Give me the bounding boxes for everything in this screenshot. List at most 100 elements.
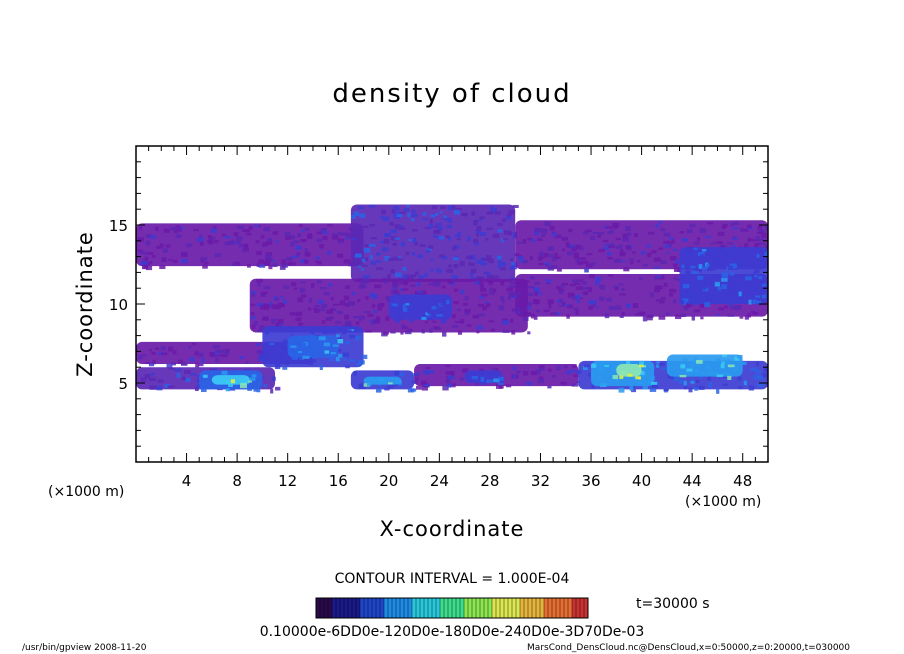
cloud-region <box>464 370 504 386</box>
cloud-region <box>363 376 402 387</box>
colorbar-swatch <box>384 598 388 618</box>
colorbar-swatch <box>448 598 452 618</box>
colorbar-swatch <box>324 598 328 618</box>
colorbar-swatch <box>328 598 332 618</box>
colorbar-swatch <box>380 598 384 618</box>
colorbar-swatch <box>412 598 416 618</box>
x-tick-label: 24 <box>430 472 449 490</box>
colorbar-swatch <box>560 598 564 618</box>
colorbar-swatch <box>480 598 484 618</box>
colorbar-swatch <box>464 598 468 618</box>
x-tick-label: 16 <box>329 472 348 490</box>
colorbar-swatch <box>392 598 396 618</box>
colorbar-swatch <box>356 598 360 618</box>
colorbar-swatch <box>564 598 568 618</box>
colorbar-frame <box>315 597 589 619</box>
x-axis-ticks: 4 8 12 16 20 24 28 32 36 40 44 48 <box>148 146 756 490</box>
colorbar-swatch <box>428 598 432 618</box>
colorbar-swatch <box>364 598 368 618</box>
colorbar-swatch <box>416 598 420 618</box>
x-tick-label: 32 <box>531 472 550 490</box>
colorbar-swatch <box>492 598 496 618</box>
colorbar-swatch <box>580 598 584 618</box>
x-axis-label: X-coordinate <box>380 517 525 541</box>
colorbar-swatch <box>508 598 512 618</box>
colorbar-swatch <box>404 598 408 618</box>
colorbar-swatch <box>496 598 500 618</box>
x-unit-left: (×1000 m) <box>48 484 124 500</box>
colorbar-swatch <box>408 598 412 618</box>
colorbar-swatch <box>336 598 340 618</box>
colorbar-swatch <box>524 598 528 618</box>
colorbar-swatch <box>472 598 476 618</box>
y-tick-label: 15 <box>109 217 128 235</box>
colorbar-swatch <box>500 598 504 618</box>
cloud-region <box>679 247 768 308</box>
colorbar-swatch <box>532 598 536 618</box>
colorbar-swatch <box>540 598 544 618</box>
cloud-region <box>666 354 747 380</box>
colorbar-swatch <box>360 598 364 618</box>
y-axis-label: Z-coordinate <box>73 231 97 377</box>
colorbar-swatch <box>504 598 508 618</box>
colorbar-swatch <box>316 598 320 618</box>
x-tick-label: 20 <box>379 472 398 490</box>
cloud-region <box>350 204 520 287</box>
colorbar-swatch <box>352 598 356 618</box>
colorbar-swatch <box>320 598 324 618</box>
cloud-region <box>388 294 453 324</box>
colorbar-swatch <box>576 598 580 618</box>
colorbar-swatch <box>372 598 376 618</box>
colorbar-swatch <box>516 598 520 618</box>
colorbar-swatch <box>468 598 472 618</box>
colorbar-swatch <box>528 598 532 618</box>
colorbar-swatch <box>452 598 456 618</box>
x-tick-label: 44 <box>683 472 702 490</box>
colorbar-swatch <box>536 598 540 618</box>
colorbar-swatch <box>420 598 424 618</box>
colorbar <box>315 598 588 618</box>
time-label: t=30000 s <box>636 596 710 612</box>
colorbar-swatch <box>548 598 552 618</box>
colorbar-swatch <box>556 598 560 618</box>
colorbar-swatch <box>444 598 448 618</box>
cloud-region <box>249 278 535 337</box>
y-axis-ticks: 5 10 15 <box>109 161 768 447</box>
colorbar-swatch <box>432 598 436 618</box>
chart-title: density of cloud <box>332 79 571 109</box>
colorbar-swatch <box>400 598 404 618</box>
colorbar-labels: 0.10000e-6DD0e-120D0e-180D0e-240D0e-3D70… <box>260 624 645 640</box>
colorbar-swatch <box>436 598 440 618</box>
x-tick-label: 28 <box>480 472 499 490</box>
colorbar-swatch <box>520 598 524 618</box>
colorbar-swatch <box>476 598 480 618</box>
colorbar-swatch <box>544 598 548 618</box>
colorbar-swatch <box>376 598 380 618</box>
colorbar-swatch <box>572 598 576 618</box>
colorbar-swatch <box>340 598 344 618</box>
colorbar-swatch <box>584 598 588 618</box>
colorbar-swatch <box>388 598 392 618</box>
x-tick-label: 4 <box>182 472 192 490</box>
footer-left: /usr/bin/gpview 2008-11-20 <box>22 643 147 653</box>
colorbar-swatch <box>488 598 492 618</box>
x-tick-label: 12 <box>278 472 297 490</box>
colorbar-swatch <box>568 598 572 618</box>
cloud-region <box>136 223 368 271</box>
y-tick-label: 10 <box>109 296 128 314</box>
colorbar-swatch <box>368 598 372 618</box>
y-tick-label: 5 <box>118 375 128 393</box>
colorbar-swatch <box>348 598 352 618</box>
x-tick-label: 36 <box>581 472 600 490</box>
cloud-field <box>136 204 768 394</box>
colorbar-swatch <box>424 598 428 618</box>
colorbar-swatch <box>512 598 516 618</box>
colorbar-swatch <box>456 598 460 618</box>
colorbar-swatch <box>440 598 444 618</box>
cloud-region <box>287 335 344 362</box>
colorbar-swatch <box>332 598 336 618</box>
contour-interval: CONTOUR INTERVAL = 1.000E-04 <box>335 571 570 587</box>
x-tick-label: 40 <box>632 472 651 490</box>
colorbar-swatch <box>552 598 556 618</box>
